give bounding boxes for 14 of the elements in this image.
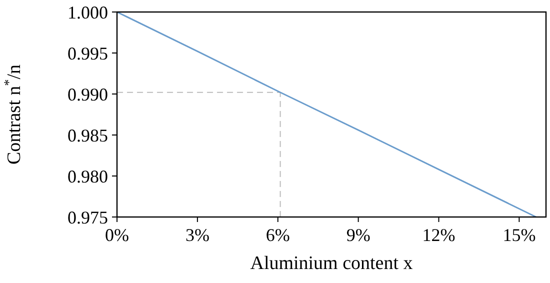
line-series — [116, 11, 537, 218]
x-axis-title: Aluminium content x — [250, 253, 414, 274]
x-tick-label: 0% — [105, 225, 129, 245]
y-tick-label: 0.985 — [68, 125, 108, 146]
x-tick-label: 15% — [502, 225, 536, 245]
y-tick-label: 1.000 — [68, 2, 108, 22]
y-tick-label: 0.975 — [68, 207, 108, 228]
y-tick-label: 0.995 — [68, 43, 108, 64]
y-tick-label: 0.990 — [68, 84, 108, 104]
y-tick-label: 0.980 — [68, 166, 108, 186]
x-tick-label: 3% — [185, 225, 210, 245]
x-tick-label: 9% — [346, 225, 370, 245]
x-tick-label: 6% — [266, 225, 290, 245]
x-tick-label: 12% — [422, 225, 456, 245]
